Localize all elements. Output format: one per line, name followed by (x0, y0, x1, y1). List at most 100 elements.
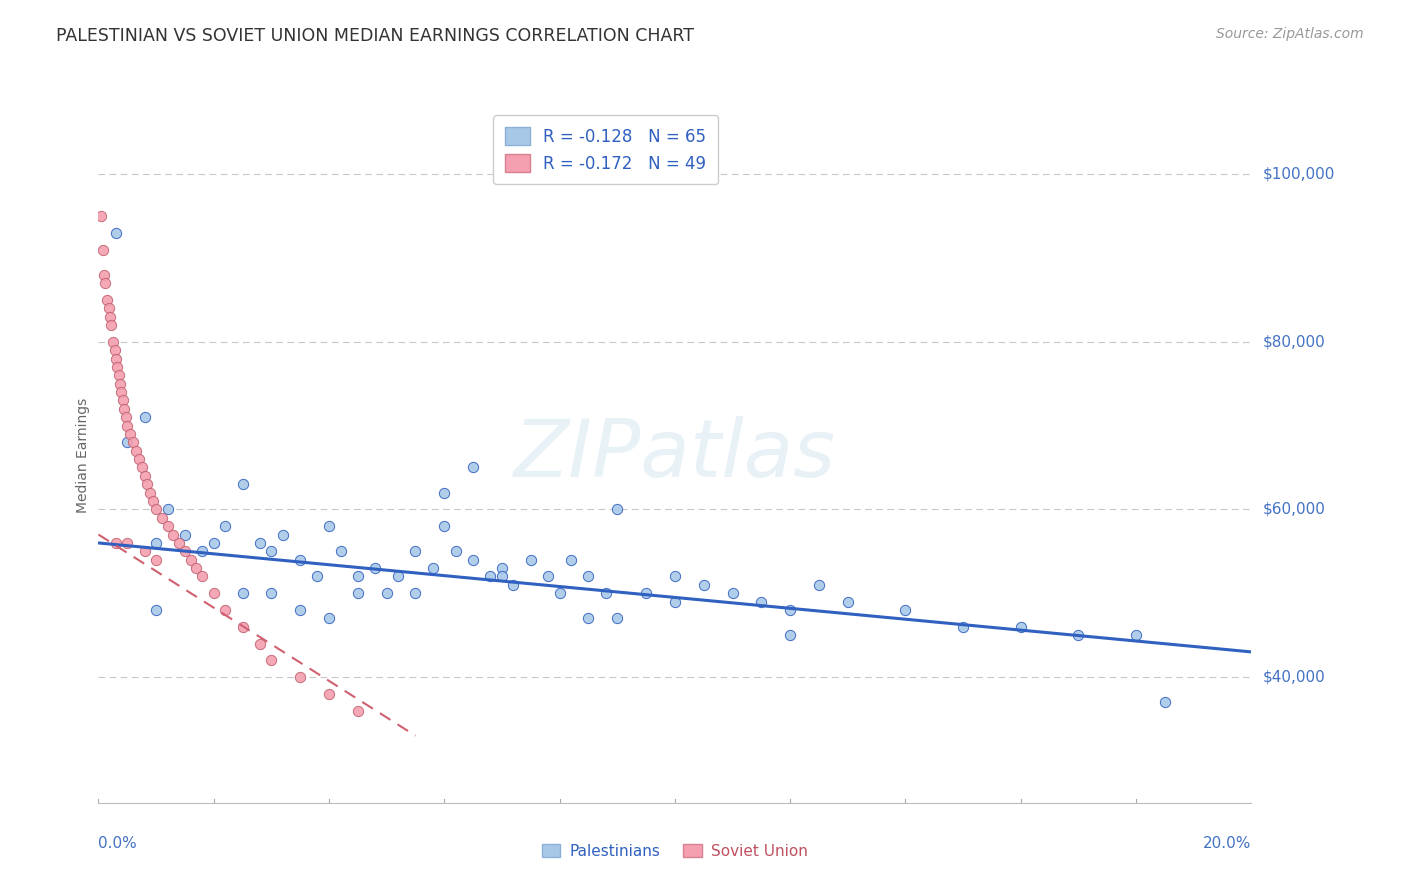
Point (318, 687, 340, 701)
Point (405, 586, 427, 600)
Point (433, 485, 456, 500)
Point (260, 653, 283, 667)
Point (105, 359, 128, 374)
Point (142, 494, 165, 508)
Text: $80,000: $80,000 (1263, 334, 1326, 350)
Point (636, 586, 658, 600)
Point (111, 393, 134, 408)
Point (107, 368, 129, 383)
Point (346, 586, 368, 600)
Point (134, 468, 156, 483)
Point (576, 611, 599, 625)
Point (231, 586, 254, 600)
Point (110, 385, 132, 400)
Point (318, 519, 340, 533)
Point (90, 209, 112, 223)
Point (156, 502, 179, 516)
Point (202, 536, 225, 550)
Point (271, 527, 294, 541)
Point (405, 544, 427, 558)
Point (134, 410, 156, 425)
Point (952, 620, 974, 634)
Point (520, 552, 543, 566)
Point (174, 527, 197, 541)
Y-axis label: Median Earnings: Median Earnings (76, 397, 90, 513)
Point (894, 603, 917, 617)
Point (318, 611, 340, 625)
Point (191, 569, 214, 583)
Point (120, 427, 142, 442)
Point (364, 561, 387, 575)
Point (249, 536, 271, 550)
Point (307, 569, 329, 583)
Point (162, 527, 184, 541)
Point (202, 586, 225, 600)
Point (1125, 628, 1147, 642)
Point (721, 586, 744, 600)
Point (97, 301, 120, 316)
Point (150, 510, 173, 524)
Point (214, 603, 236, 617)
Point (101, 334, 124, 349)
Point (606, 611, 628, 625)
Point (96, 293, 118, 307)
Text: PALESTINIAN VS SOVIET UNION MEDIAN EARNINGS CORRELATION CHART: PALESTINIAN VS SOVIET UNION MEDIAN EARNI… (56, 27, 695, 45)
Point (422, 561, 444, 575)
Point (180, 552, 202, 566)
Point (807, 578, 830, 592)
Point (444, 544, 467, 558)
Point (131, 460, 153, 475)
Point (1010, 620, 1032, 634)
Point (128, 452, 150, 467)
Point (104, 351, 127, 366)
Point (837, 594, 859, 608)
Point (375, 586, 398, 600)
Point (479, 569, 502, 583)
Point (1153, 695, 1175, 709)
Text: 0.0%: 0.0% (98, 837, 138, 851)
Point (461, 552, 484, 566)
Point (260, 544, 283, 558)
Point (491, 569, 513, 583)
Point (94, 276, 117, 290)
Point (290, 552, 312, 566)
Point (104, 226, 127, 240)
Point (461, 460, 484, 475)
Point (576, 569, 599, 583)
Point (104, 536, 127, 550)
Point (110, 376, 132, 391)
Point (231, 477, 254, 491)
Point (145, 603, 167, 617)
Point (167, 536, 190, 550)
Point (751, 594, 773, 608)
Point (537, 569, 560, 583)
Point (134, 544, 156, 558)
Point (595, 586, 617, 600)
Point (125, 443, 148, 458)
Point (191, 544, 214, 558)
Point (249, 636, 271, 650)
Point (103, 343, 125, 358)
Text: $40,000: $40,000 (1263, 670, 1326, 684)
Point (560, 552, 582, 566)
Point (290, 670, 312, 684)
Point (117, 418, 138, 433)
Point (260, 586, 283, 600)
Point (112, 401, 135, 416)
Point (1270, 737, 1292, 751)
Point (117, 536, 138, 550)
Point (387, 569, 409, 583)
Point (502, 578, 524, 592)
Point (145, 502, 167, 516)
Point (100, 318, 122, 332)
Point (606, 502, 628, 516)
Point (145, 536, 167, 550)
Text: $100,000: $100,000 (1263, 167, 1334, 182)
Point (136, 477, 159, 491)
Point (664, 569, 686, 583)
Point (139, 485, 162, 500)
Text: $60,000: $60,000 (1263, 502, 1326, 516)
Point (779, 628, 801, 642)
Point (346, 704, 368, 718)
Point (329, 544, 352, 558)
